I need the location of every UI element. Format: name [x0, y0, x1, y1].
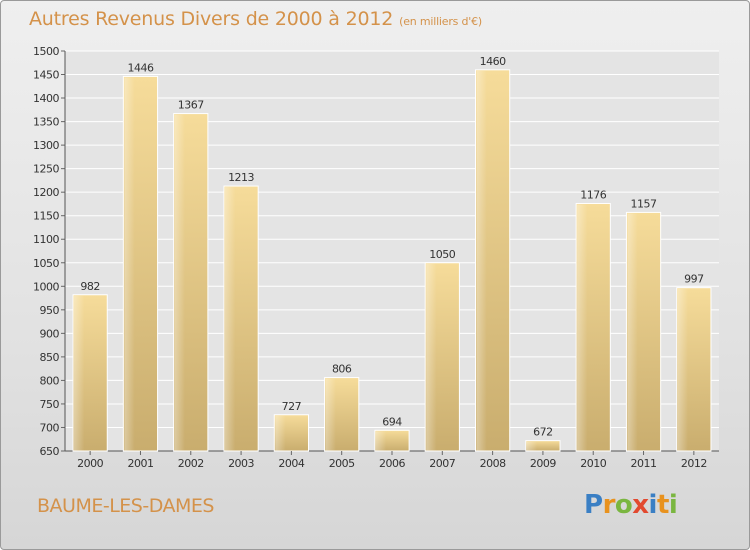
bar-highlight — [577, 204, 595, 451]
y-tick-label: 1050 — [33, 257, 59, 270]
x-tick-label: 2012 — [681, 457, 707, 470]
logo-letter: t — [656, 490, 669, 520]
chart-title: Autres Revenus Divers de 2000 à 2012 (en … — [29, 8, 482, 30]
y-tick-label: 1000 — [33, 280, 59, 293]
data-label: 1367 — [178, 99, 204, 112]
y-tick-label: 1200 — [33, 186, 59, 199]
bar-highlight — [224, 187, 243, 451]
bar-highlight — [476, 70, 494, 451]
data-label: 1213 — [228, 171, 254, 184]
bar-highlight — [426, 263, 444, 451]
x-tick-label: 2003 — [228, 457, 254, 470]
x-tick-label: 2002 — [178, 457, 204, 470]
y-tick-label: 1500 — [33, 45, 59, 58]
y-tick-label: 800 — [40, 374, 60, 387]
x-tick-label: 2008 — [480, 457, 506, 470]
logo-letter: r — [602, 490, 616, 520]
proxiti-logo: Proxiti — [584, 490, 678, 520]
logo-letter: i — [668, 490, 678, 520]
x-tick-label: 2007 — [429, 457, 455, 470]
data-label: 672 — [533, 426, 553, 439]
x-tick-label: 2011 — [631, 457, 657, 470]
bar-highlight — [627, 213, 645, 451]
x-tick-label: 2005 — [329, 457, 355, 470]
data-label: 1050 — [429, 248, 455, 261]
chart-title-unit: (en milliers d'€) — [399, 15, 483, 28]
y-tick-label: 950 — [40, 304, 60, 317]
x-tick-label: 2000 — [77, 457, 103, 470]
y-tick-label: 1150 — [33, 210, 59, 223]
data-label: 1176 — [580, 188, 606, 201]
data-label: 1446 — [127, 61, 153, 74]
y-tick-label: 700 — [40, 421, 60, 434]
y-tick-label: 1250 — [33, 163, 59, 176]
logo-letter: P — [584, 490, 603, 520]
y-tick-label: 650 — [40, 445, 60, 458]
bar-highlight — [275, 415, 293, 451]
plot-area — [65, 51, 719, 451]
data-label: 1460 — [480, 55, 506, 68]
logo-letter: i — [648, 490, 658, 520]
x-tick-label: 2004 — [278, 457, 304, 470]
y-tick-label: 850 — [40, 351, 60, 364]
y-tick-label: 750 — [40, 398, 60, 411]
place-name: BAUME-LES-DAMES — [37, 495, 214, 517]
data-label: 982 — [80, 280, 100, 293]
chart-title-text: Autres Revenus Divers de 2000 à 2012 — [29, 8, 394, 30]
bar-highlight — [375, 431, 393, 451]
bar-highlight — [174, 114, 192, 452]
y-tick-label: 1300 — [33, 139, 59, 152]
y-tick-label: 1400 — [33, 92, 59, 105]
data-label: 1157 — [631, 197, 657, 210]
data-label: 997 — [684, 273, 704, 286]
y-tick-label: 1350 — [33, 116, 59, 129]
bar-highlight — [124, 77, 142, 451]
y-tick-label: 1450 — [33, 69, 59, 82]
y-tick-label: 1100 — [33, 233, 59, 246]
bar-highlight — [74, 295, 92, 451]
x-tick-label: 2009 — [530, 457, 556, 470]
y-tick-label: 900 — [40, 327, 60, 340]
x-tick-label: 2010 — [580, 457, 606, 470]
logo-letter: x — [632, 490, 649, 520]
bar-highlight — [526, 441, 544, 451]
x-tick-label: 2001 — [127, 457, 153, 470]
data-label: 806 — [332, 363, 352, 376]
bar-highlight — [677, 288, 695, 451]
data-label: 727 — [282, 400, 302, 413]
bar-highlight — [325, 378, 343, 451]
x-tick-label: 2006 — [379, 457, 405, 470]
data-label: 694 — [382, 415, 402, 428]
logo-letter: o — [614, 490, 633, 520]
